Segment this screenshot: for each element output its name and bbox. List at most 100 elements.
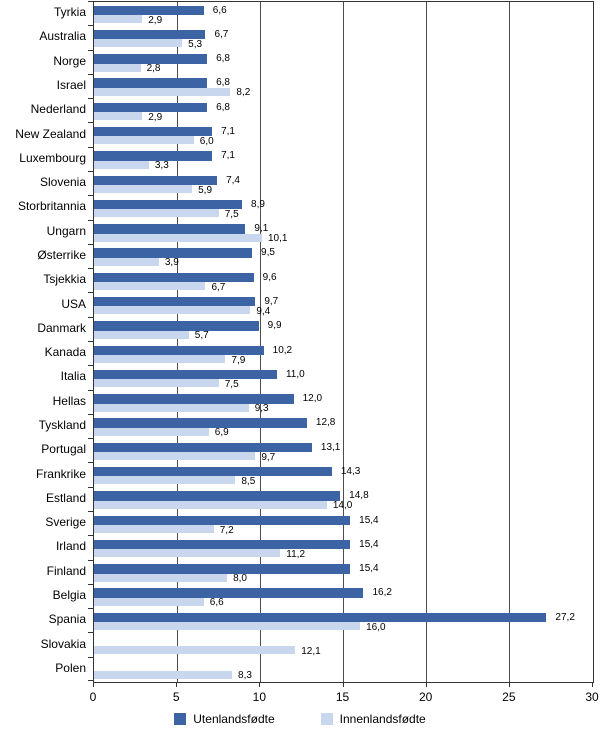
y-axis-tick: [88, 49, 93, 51]
x-axis-tick-label: 0: [89, 690, 97, 704]
legend-item-utenlandsfodte: Utenlandsfødte: [174, 712, 275, 726]
plot-area: 6,6 2,9 6,7 5,3 6,8 2,8 6,8 8,2 6,8 2,9 7,1 6,0 7,1 3…: [93, 1, 594, 683]
value-label-innenlandsfodte: 7,5: [224, 208, 239, 220]
x-axis-tick: [342, 682, 344, 687]
category-label: Italia: [60, 369, 86, 384]
value-label-innenlandsfodte: 16,0: [366, 621, 386, 633]
x-axis-tick: [259, 682, 261, 687]
y-axis-tick: [88, 559, 93, 561]
bar-utenlandsfodte: [94, 248, 253, 258]
y-axis-tick: [88, 316, 93, 318]
category-label: Tsjekkia: [43, 272, 86, 287]
bar-innenlandsfodte: [94, 160, 149, 169]
gridline: [176, 2, 178, 682]
value-label-innenlandsfodte: 2,9: [148, 14, 163, 26]
bar-utenlandsfodte: [94, 394, 294, 404]
category-label: Østerrike: [37, 248, 86, 262]
value-label-utenlandsfodte: 8,9: [251, 198, 265, 210]
value-label-utenlandsfodte: 6,8: [216, 101, 230, 113]
y-axis-tick: [88, 583, 93, 585]
category-label: Slovakia: [40, 636, 86, 651]
y-axis-tick: [88, 25, 93, 27]
bar-innenlandsfodte: [94, 379, 219, 388]
gridline: [426, 2, 428, 682]
x-axis-tick-label: 20: [418, 690, 433, 704]
bar-utenlandsfodte: [94, 466, 332, 477]
y-axis-tick: [88, 632, 93, 634]
bar-utenlandsfodte: [94, 78, 208, 88]
gridline: [343, 2, 344, 682]
value-label-utenlandsfodte: 7,1: [221, 150, 235, 162]
bar-utenlandsfodte: [94, 369, 277, 380]
bar-utenlandsfodte: [94, 175, 218, 185]
value-label-utenlandsfodte: 11,0: [285, 368, 305, 380]
value-label-utenlandsfodte: 16,2: [372, 587, 392, 599]
bar-utenlandsfodte: [94, 564, 351, 574]
value-label-innenlandsfodte: 12,1: [301, 645, 321, 657]
bar-utenlandsfodte: [94, 612, 547, 623]
bar-utenlandsfodte: [94, 588, 364, 598]
x-axis-tick-label: 15: [335, 690, 350, 704]
category-label: USA: [61, 296, 86, 311]
bar-innenlandsfodte: [94, 452, 256, 461]
value-label-utenlandsfodte: 9,7: [264, 295, 279, 307]
value-label-innenlandsfodte: 5,3: [188, 38, 203, 50]
bar-innenlandsfodte: [94, 15, 143, 23]
bar-innenlandsfodte: [94, 355, 226, 363]
value-label-innenlandsfodte: 7,5: [224, 378, 239, 390]
x-axis-tick: [93, 682, 94, 687]
y-axis-tick: [88, 680, 93, 681]
category-label: Luxembourg: [19, 150, 86, 165]
bar-innenlandsfodte: [94, 670, 233, 679]
y-axis-tick: [88, 365, 93, 367]
y-axis-tick: [88, 292, 93, 294]
bar-innenlandsfodte: [94, 185, 193, 193]
value-label-innenlandsfodte: 8,5: [241, 475, 256, 487]
y-axis-tick: [88, 608, 93, 610]
bar-innenlandsfodte: [94, 500, 327, 509]
y-axis-tick: [88, 171, 93, 172]
y-axis-tick: [88, 511, 93, 512]
bar-innenlandsfodte: [94, 403, 249, 412]
y-axis-tick: [88, 268, 93, 270]
bar-utenlandsfodte: [94, 491, 341, 501]
value-label-innenlandsfodte: 6,9: [214, 427, 229, 439]
y-axis-tick: [88, 656, 93, 658]
category-label: Tyrkia: [53, 5, 86, 20]
bar-innenlandsfodte: [94, 646, 296, 655]
value-label-innenlandsfodte: 9,7: [261, 451, 276, 463]
bar-utenlandsfodte: [94, 29, 206, 40]
value-label-utenlandsfodte: 6,8: [216, 53, 230, 65]
value-label-innenlandsfodte: 6,7: [211, 281, 226, 293]
value-label-utenlandsfodte: 15,4: [359, 563, 379, 575]
x-axis-tick: [176, 682, 178, 687]
value-label-utenlandsfodte: 15,4: [359, 538, 379, 550]
bar-innenlandsfodte: [94, 136, 194, 145]
bar-utenlandsfodte: [94, 126, 213, 137]
value-label-innenlandsfodte: 8,0: [233, 573, 247, 585]
value-label-utenlandsfodte: 6,7: [214, 28, 229, 40]
value-label-innenlandsfodte: 6,0: [199, 135, 214, 147]
value-label-innenlandsfodte: 7,2: [219, 524, 234, 536]
gridline: [509, 2, 511, 682]
category-label: Australia: [39, 29, 86, 44]
category-label: Tyskland: [38, 418, 86, 432]
bar-utenlandsfodte: [94, 515, 351, 525]
bar-utenlandsfodte: [94, 199, 243, 210]
category-label: Frankrike: [35, 466, 86, 481]
y-axis-tick: [88, 73, 93, 75]
bar-utenlandsfodte: [94, 224, 246, 234]
value-label-innenlandsfodte: 5,7: [194, 330, 209, 342]
legend-swatch-innenlandsfodte: [320, 713, 333, 725]
category-label: Estland: [45, 490, 86, 505]
value-label-innenlandsfodte: 2,8: [146, 63, 161, 75]
value-label-utenlandsfodte: 9,1: [254, 223, 269, 235]
bar-innenlandsfodte: [94, 112, 143, 121]
value-label-utenlandsfodte: 27,2: [555, 611, 575, 623]
legend-label-innenlandsfodte: Innenlandsfødte: [339, 712, 426, 726]
y-axis-tick: [88, 462, 93, 464]
value-label-innenlandsfodte: 3,9: [164, 257, 179, 269]
bar-utenlandsfodte: [94, 296, 256, 307]
category-label: Polen: [55, 660, 86, 675]
bar-innenlandsfodte: [94, 306, 251, 315]
